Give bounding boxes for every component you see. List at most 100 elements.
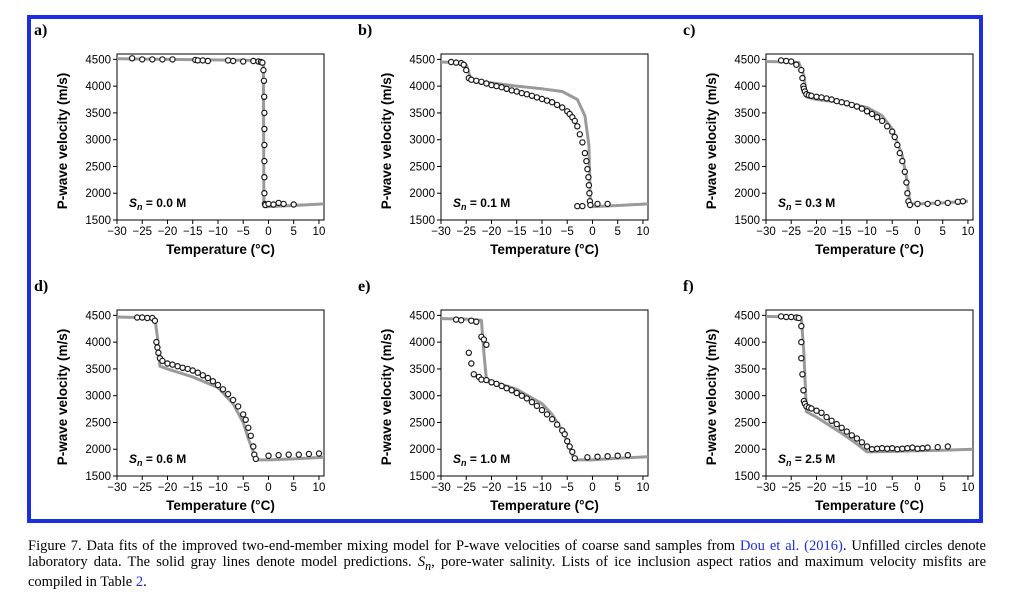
salinity-subscript: n <box>461 458 467 468</box>
data-point <box>581 149 589 157</box>
data-point <box>473 318 480 325</box>
chart-panel: −30 −25 −20 −15 −10 −5 0 5 10 1500 2000 2500 3000 350… <box>358 278 649 513</box>
salinity-value: = 1.0 M <box>467 452 511 466</box>
data-point <box>247 432 254 439</box>
data-point <box>798 355 805 362</box>
data-point <box>903 179 910 186</box>
data-point <box>564 438 571 445</box>
x-tick-label: −5 <box>886 226 899 238</box>
data-point <box>798 338 805 346</box>
data-point <box>508 87 515 94</box>
x-axis-label: Temperature (°C) <box>166 242 275 257</box>
x-tick-label: −25 <box>132 226 152 238</box>
data-point <box>261 141 268 149</box>
data-point <box>838 424 845 431</box>
caption-sn-subscript: n <box>425 558 432 573</box>
data-point <box>261 173 268 181</box>
salinity-symbol: S <box>129 196 137 210</box>
chart-panel: −30 −25 −20 −15 −10 −5 0 5 10 1500 2000 2500 3000 350… <box>683 22 974 257</box>
model-prediction-line <box>766 60 969 206</box>
x-tick-label: −15 <box>832 226 852 238</box>
data-point <box>571 455 579 462</box>
data-point <box>242 416 249 423</box>
data-point <box>229 57 237 65</box>
data-point <box>151 317 159 324</box>
salinity-symbol: S <box>453 196 461 210</box>
y-tick-label: 1500 <box>85 215 111 227</box>
data-point <box>169 361 176 368</box>
caption-text-3: , pore-water salinity. Lists of ice incl… <box>28 554 986 590</box>
data-point <box>553 421 561 428</box>
salinity-annotation: Sn = 0.6 M <box>129 452 186 468</box>
chart-panel: −30 −25 −20 −15 −10 −5 0 5 10 1500 2000 2500 3000 350… <box>683 278 974 513</box>
x-tick-label: −15 <box>183 226 203 238</box>
salinity-annotation: Sn = 0.1 M <box>453 196 510 212</box>
data-point <box>209 378 217 385</box>
plot-area <box>116 53 325 221</box>
data-point <box>214 381 222 389</box>
salinity-symbol: S <box>129 452 137 466</box>
data-point <box>818 409 825 416</box>
data-point <box>250 57 257 65</box>
data-point <box>838 98 845 106</box>
x-tick-label: −10 <box>208 226 228 238</box>
y-tick-label: 1500 <box>734 471 760 483</box>
data-point <box>153 338 160 346</box>
salinity-value: = 0.0 M <box>143 196 187 210</box>
data-point <box>906 201 914 209</box>
data-point <box>833 97 840 105</box>
data-point <box>587 201 594 209</box>
x-tick-label: 5 <box>615 482 621 494</box>
x-tick-label: −10 <box>532 226 552 238</box>
figure-panels: −30 −25 −20 −15 −10 −5 0 5 10 1500 2000 2500 3000 350… <box>34 22 974 513</box>
data-point <box>795 314 803 322</box>
data-point <box>460 61 467 68</box>
data-point <box>899 157 906 165</box>
data-point <box>914 445 921 452</box>
data-point <box>465 349 472 356</box>
data-point <box>280 200 287 208</box>
y-axis-label: P-wave velocity (m/s) <box>379 329 394 466</box>
data-point <box>914 200 921 208</box>
data-point <box>853 435 861 442</box>
data-point <box>959 198 967 205</box>
x-tick-label: −25 <box>781 482 801 494</box>
x-tick-label: −5 <box>561 482 574 494</box>
data-point <box>204 57 212 65</box>
salinity-annotation: Sn = 2.5 M <box>778 452 835 468</box>
data-point <box>224 57 232 64</box>
data-point <box>777 313 785 320</box>
data-point <box>543 97 551 104</box>
data-point <box>566 443 573 450</box>
model-prediction-line <box>441 317 648 462</box>
data-point <box>594 453 601 460</box>
x-axis-label: Temperature (°C) <box>815 498 924 513</box>
caption-text-4: . <box>143 573 147 590</box>
data-point <box>878 117 886 125</box>
chart-panel: −30 −25 −20 −15 −10 −5 0 5 10 1500 2000 2500 3000 350… <box>358 22 649 257</box>
data-point <box>863 108 871 115</box>
y-tick-label: 3500 <box>734 108 760 120</box>
data-point <box>576 131 584 138</box>
caption-text-2: . Unfilled circles denote laboratory dat… <box>28 538 986 570</box>
data-point <box>614 452 621 459</box>
data-point <box>261 189 268 197</box>
y-tick-label: 3500 <box>409 108 435 120</box>
x-tick-label: 10 <box>313 226 326 238</box>
salinity-annotation: Sn = 0.3 M <box>778 196 835 212</box>
caption-table-link[interactable]: 2 <box>135 573 144 590</box>
caption-citation-link[interactable]: Dou et al. (2016) <box>739 538 843 554</box>
data-point <box>159 357 166 365</box>
y-tick-label: 4000 <box>409 337 435 349</box>
x-tick-label: −15 <box>507 482 527 494</box>
data-point <box>128 55 136 62</box>
caption-text-1: Figure 7. Data fits of the improved two-… <box>28 538 740 554</box>
data-point <box>889 445 896 452</box>
data-point <box>518 89 525 97</box>
salinity-annotation: Sn = 0.0 M <box>129 196 186 212</box>
data-point <box>468 76 475 83</box>
data-point <box>285 451 292 458</box>
y-axis-label: P-wave velocity (m/s) <box>55 73 70 210</box>
data-point <box>808 405 815 412</box>
salinity-annotation: Sn = 1.0 M <box>453 452 510 468</box>
